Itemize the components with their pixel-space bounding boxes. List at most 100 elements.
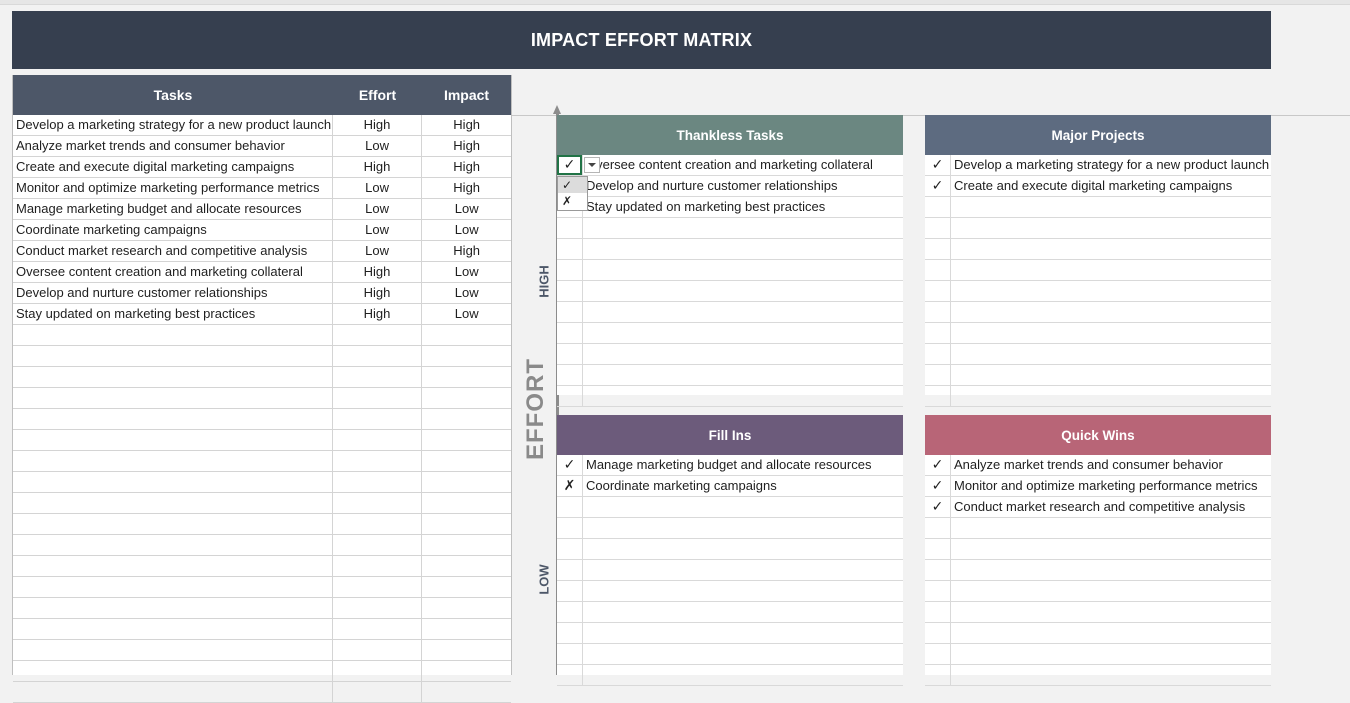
cell-task[interactable]	[13, 640, 333, 660]
status-mark-cell[interactable]	[925, 260, 951, 280]
dropdown-option-cross[interactable]: ✗	[562, 194, 573, 208]
cell-task[interactable]	[13, 535, 333, 555]
cell-task[interactable]: Analyze market trends and consumer behav…	[13, 136, 333, 156]
task-name[interactable]: Oversee content creation and marketing c…	[586, 157, 873, 172]
cell-impact[interactable]: High	[453, 180, 481, 195]
cell-task[interactable]	[13, 682, 333, 702]
task-name[interactable]	[583, 623, 903, 643]
status-mark-cell[interactable]	[925, 386, 951, 406]
task-name[interactable]: Conduct market research and competitive …	[954, 499, 1246, 514]
task-name[interactable]	[951, 581, 1271, 601]
cell-effort[interactable]	[333, 325, 423, 345]
status-mark-cell[interactable]: ✓	[557, 155, 583, 175]
cell-task[interactable]	[13, 325, 333, 345]
status-mark-cell[interactable]	[557, 386, 583, 406]
status-mark-cell[interactable]	[557, 302, 583, 322]
task-name[interactable]: Create and execute digital marketing cam…	[954, 178, 1233, 193]
cell-task[interactable]	[13, 409, 333, 429]
cell-task[interactable]	[13, 388, 333, 408]
task-name[interactable]	[951, 602, 1271, 622]
cell-task[interactable]	[13, 577, 333, 597]
cell-effort[interactable]: Low	[333, 199, 423, 219]
status-mark-cell[interactable]: ✓	[925, 476, 951, 496]
cell-effort[interactable]	[333, 367, 423, 387]
status-mark-cell[interactable]	[557, 344, 583, 364]
task-name[interactable]	[951, 623, 1271, 643]
task-name[interactable]	[951, 665, 1271, 685]
task-name[interactable]	[583, 386, 903, 406]
task-name[interactable]	[583, 260, 903, 280]
task-name[interactable]	[583, 365, 903, 385]
cell-impact[interactable]: Low	[454, 222, 479, 237]
cell-effort[interactable]: Low	[333, 241, 423, 261]
status-mark-cell[interactable]	[557, 239, 583, 259]
cell-effort[interactable]	[333, 640, 423, 660]
status-mark-cell[interactable]	[925, 539, 951, 559]
cell-task[interactable]: Conduct market research and competitive …	[13, 241, 333, 261]
cell-effort[interactable]	[333, 346, 423, 366]
cell-impact[interactable]	[422, 661, 511, 681]
task-name[interactable]	[583, 581, 903, 601]
status-mark-cell[interactable]	[557, 665, 583, 685]
task-name[interactable]: Analyze market trends and consumer behav…	[954, 457, 1223, 472]
cell-task[interactable]	[13, 346, 333, 366]
cell-effort[interactable]	[333, 619, 423, 639]
task-name[interactable]	[951, 518, 1271, 538]
cell-impact[interactable]	[422, 367, 511, 387]
cell-task[interactable]	[13, 430, 333, 450]
cell-effort[interactable]	[333, 430, 423, 450]
task-name[interactable]	[583, 560, 903, 580]
status-mark-cell[interactable]	[557, 560, 583, 580]
cell-effort[interactable]	[333, 409, 423, 429]
task-name[interactable]	[583, 323, 903, 343]
status-mark-cell[interactable]	[925, 344, 951, 364]
task-name[interactable]	[951, 239, 1271, 259]
task-name[interactable]	[951, 218, 1271, 238]
cell-effort[interactable]	[333, 451, 423, 471]
status-mark-cell[interactable]	[557, 218, 583, 238]
cell-impact[interactable]: High	[453, 138, 481, 153]
status-mark-cell[interactable]: ✓	[557, 455, 583, 475]
cell-effort[interactable]	[333, 661, 423, 681]
status-mark-cell[interactable]	[557, 602, 583, 622]
task-name[interactable]	[951, 344, 1271, 364]
cell-impact[interactable]	[422, 430, 511, 450]
cell-task[interactable]	[13, 556, 333, 576]
cell-impact[interactable]	[422, 388, 511, 408]
cell-effort[interactable]	[333, 388, 423, 408]
cell-task[interactable]: Develop a marketing strategy for a new p…	[13, 115, 333, 135]
cell-effort[interactable]: Low	[333, 220, 423, 240]
dropdown-option-check[interactable]: ✓	[558, 177, 587, 193]
status-mark-cell[interactable]	[925, 560, 951, 580]
task-name[interactable]	[583, 344, 903, 364]
status-mark-cell[interactable]	[925, 218, 951, 238]
cell-effort[interactable]	[333, 535, 423, 555]
task-name[interactable]	[951, 560, 1271, 580]
cell-task[interactable]	[13, 661, 333, 681]
task-name[interactable]	[951, 386, 1271, 406]
task-name[interactable]	[951, 302, 1271, 322]
status-mark-cell[interactable]: ✗	[557, 476, 583, 496]
cell-effort[interactable]	[333, 682, 423, 702]
cell-impact[interactable]: Low	[454, 285, 479, 300]
status-mark-cell[interactable]	[557, 281, 583, 301]
cell-effort[interactable]: High	[333, 283, 423, 303]
cell-task[interactable]: Develop and nurture customer relationshi…	[13, 283, 333, 303]
task-name[interactable]: Stay updated on marketing best practices	[586, 199, 826, 214]
status-mark-cell[interactable]	[925, 281, 951, 301]
cell-task[interactable]	[13, 367, 333, 387]
cell-effort[interactable]	[333, 493, 423, 513]
cell-impact[interactable]: Low	[454, 264, 479, 279]
status-mark-cell[interactable]	[925, 365, 951, 385]
cell-task[interactable]: Stay updated on marketing best practices	[13, 304, 333, 324]
cell-impact[interactable]	[422, 598, 511, 618]
cell-impact[interactable]	[422, 619, 511, 639]
task-name[interactable]: Coordinate marketing campaigns	[586, 478, 777, 493]
status-mark-cell[interactable]	[557, 581, 583, 601]
cell-effort[interactable]	[333, 472, 423, 492]
status-mark-cell[interactable]: ✓	[925, 155, 951, 175]
task-name[interactable]: Develop a marketing strategy for a new p…	[954, 157, 1270, 172]
task-name[interactable]	[583, 644, 903, 664]
cell-effort[interactable]: High	[333, 115, 423, 135]
cell-effort[interactable]	[333, 514, 423, 534]
